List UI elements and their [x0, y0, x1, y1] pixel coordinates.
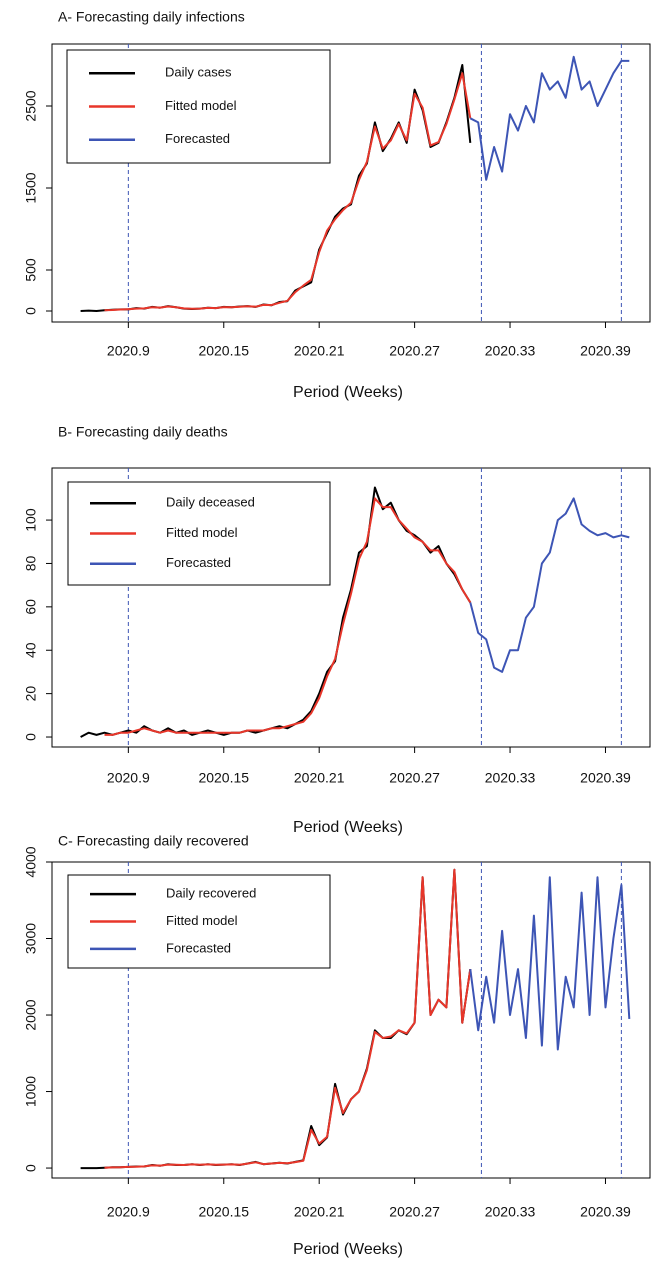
y-tick-label: 3000	[23, 923, 39, 954]
x-axis-label: Period (Weeks)	[293, 384, 403, 401]
y-tick-label: 60	[23, 599, 39, 615]
plot-frame	[51, 467, 651, 748]
x-tick-label: 2020.27	[389, 1204, 440, 1220]
y-tick-label: 1500	[23, 172, 39, 203]
x-tick-label: 2020.33	[485, 770, 536, 786]
y-tick-label: 40	[23, 642, 39, 658]
x-tick-label: 2020.33	[485, 1204, 536, 1220]
series-line	[469, 876, 631, 1051]
legend-label: Daily cases	[165, 65, 232, 80]
y-tick-label: 100	[23, 508, 39, 532]
x-tick-label: 2020.9	[107, 770, 150, 786]
plot-frame	[51, 43, 651, 323]
y-tick-label: 2500	[23, 90, 39, 121]
x-tick-label: 2020.21	[294, 770, 345, 786]
x-tick-label: 2020.15	[198, 770, 249, 786]
x-tick-label: 2020.9	[107, 1204, 150, 1220]
x-tick-label: 2020.39	[580, 1204, 631, 1220]
legend-label: Daily recovered	[166, 886, 256, 901]
legend-label: Forecasted	[166, 555, 231, 570]
y-tick-label: 2000	[23, 999, 39, 1030]
legend-label: Forecasted	[166, 940, 231, 955]
y-tick-label: 500	[23, 258, 39, 282]
y-tick-label: 0	[23, 1164, 39, 1172]
y-tick-label: 0	[23, 307, 39, 315]
legend-label: Fitted model	[165, 98, 237, 113]
chart-title: A- Forecasting daily infections	[58, 9, 245, 25]
y-tick-label: 4000	[23, 846, 39, 877]
series-line	[469, 55, 630, 181]
x-tick-label: 2020.15	[198, 1204, 249, 1220]
legend-label: Daily deceased	[166, 495, 255, 510]
x-axis-label: Period (Weeks)	[293, 1241, 403, 1258]
y-tick-label: 0	[23, 733, 39, 741]
x-tick-label: 2020.9	[107, 343, 150, 359]
y-tick-label: 80	[23, 555, 39, 571]
legend-label: Fitted model	[166, 913, 238, 928]
x-tick-label: 2020.27	[389, 343, 440, 359]
y-tick-label: 1000	[23, 1076, 39, 1107]
x-tick-label: 2020.33	[485, 343, 536, 359]
series-line	[80, 486, 472, 738]
legend-label: Forecasted	[165, 131, 230, 146]
legend-label: Fitted model	[166, 525, 238, 540]
chart-title: C- Forecasting daily recovered	[58, 833, 249, 849]
series-line	[104, 497, 472, 736]
y-tick-label: 20	[23, 686, 39, 702]
series-line	[104, 868, 472, 1169]
x-axis-label: Period (Weeks)	[293, 819, 403, 836]
x-tick-label: 2020.39	[580, 343, 631, 359]
x-tick-label: 2020.27	[389, 770, 440, 786]
plot-frame	[51, 861, 651, 1179]
x-tick-label: 2020.15	[198, 343, 249, 359]
chart-title: B- Forecasting daily deaths	[58, 424, 228, 440]
x-tick-label: 2020.39	[580, 770, 631, 786]
x-tick-label: 2020.21	[294, 1204, 345, 1220]
series-line	[469, 497, 630, 673]
x-tick-label: 2020.21	[294, 343, 345, 359]
series-line	[104, 72, 472, 312]
